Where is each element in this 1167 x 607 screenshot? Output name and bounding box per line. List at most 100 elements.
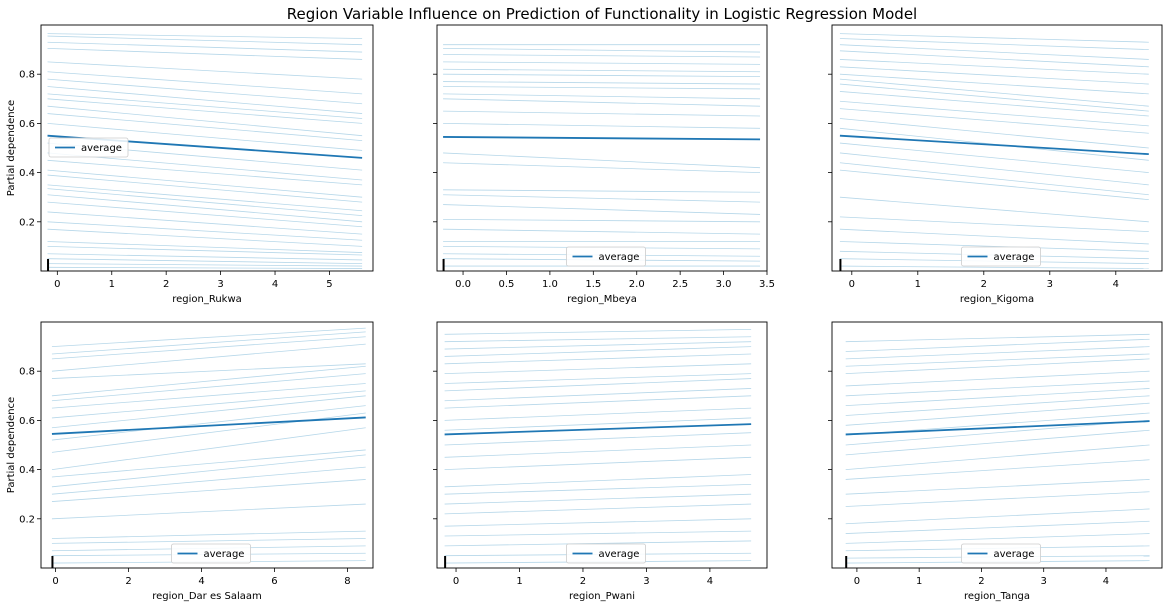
ice-line — [444, 417, 752, 431]
legend: average — [961, 543, 1041, 564]
ice-line — [443, 189, 761, 193]
ice-line — [47, 47, 363, 60]
y-tick-label: 0.2 — [19, 514, 35, 525]
figure-title: Region Variable Influence on Prediction … — [287, 5, 917, 23]
y-tick-label: 0.8 — [19, 367, 35, 378]
ice-line — [51, 373, 366, 402]
ice-line — [444, 432, 752, 446]
legend-label: average — [994, 252, 1035, 263]
ice-line — [47, 246, 363, 256]
ice-line — [845, 358, 1150, 375]
ice-line — [444, 378, 752, 392]
ice-line — [444, 474, 752, 488]
ice-line — [443, 194, 761, 203]
ice-line — [444, 328, 752, 335]
x-axis-label: region_Mbeya — [567, 294, 637, 305]
ice-line — [47, 169, 363, 198]
ice-line — [444, 483, 752, 495]
ice-line — [845, 429, 1150, 456]
x-tick-label: 2.5 — [672, 279, 688, 290]
x-tick-label: 2 — [580, 576, 586, 587]
ice-line — [444, 540, 752, 547]
ice-line — [51, 343, 366, 372]
legend-box — [566, 246, 646, 267]
x-tick-label: 6 — [271, 576, 277, 587]
ice-line — [47, 188, 363, 217]
legend-box — [48, 137, 129, 158]
x-tick-label: 2 — [981, 279, 987, 290]
ice-line — [51, 427, 366, 470]
axes-frame — [831, 321, 1163, 569]
x-tick-label: 5 — [326, 279, 332, 290]
x-tick-label: 4 — [1103, 576, 1109, 587]
x-tick-label: 2 — [978, 576, 984, 587]
ice-line — [443, 228, 761, 235]
ice-line — [839, 118, 1149, 149]
ice-line — [47, 184, 363, 212]
ice-line — [47, 105, 363, 137]
ice-line — [47, 253, 363, 261]
ice-line — [47, 93, 363, 119]
ice-line — [444, 407, 752, 421]
ice-line — [443, 218, 761, 223]
ice-lines — [47, 33, 363, 269]
ice-line — [47, 241, 363, 253]
x-axis-label: region_Kigoma — [960, 294, 1034, 305]
average-line — [444, 423, 752, 436]
ice-line — [47, 71, 363, 95]
ice-line — [47, 194, 363, 223]
x-tick-label: 8 — [344, 576, 350, 587]
average-line — [51, 416, 366, 435]
ice-line — [839, 38, 1149, 50]
ice-line — [444, 444, 752, 458]
ice-lines — [51, 327, 366, 564]
average-line — [839, 134, 1149, 156]
x-tick-label: 3 — [643, 576, 649, 587]
x-tick-label: 4 — [272, 279, 278, 290]
ice-line — [51, 390, 366, 419]
x-tick-label: 4 — [707, 576, 713, 587]
ice-line — [47, 78, 363, 105]
legend: average — [171, 543, 251, 564]
y-tick-label: 0.4 — [19, 168, 35, 179]
ice-line — [443, 54, 761, 58]
ice-line — [444, 456, 752, 470]
ice-line — [444, 530, 752, 537]
ice-line — [839, 241, 1149, 252]
ice-line — [51, 466, 366, 495]
ice-line — [443, 204, 761, 215]
panel-3: 0 1 2 3 4 region_Kigoma average — [828, 24, 1163, 305]
ice-line — [845, 444, 1150, 470]
ice-line — [845, 533, 1150, 544]
panel-2: 0.0 0.5 1.0 1.5 2.0 2.5 3.0 3.5 region_Mbeya aver… — [433, 24, 775, 305]
ice-line — [839, 59, 1149, 75]
x-tick-label: 2 — [163, 279, 169, 290]
legend-box — [566, 543, 646, 564]
x-tick-label: 0.5 — [499, 279, 515, 290]
ice-line — [845, 508, 1150, 525]
ice-line — [443, 152, 761, 169]
ice-line — [47, 113, 363, 142]
x-tick-label: 3 — [1047, 279, 1053, 290]
ice-line — [444, 373, 752, 384]
panel-1: 0 1 2 3 4 5 0.2 0.4 0.6 0.8 region_Rukwa Partial de… — [6, 24, 374, 305]
ice-line — [443, 123, 761, 129]
x-tick-label: 3.0 — [716, 279, 732, 290]
panel-6: 0 1 2 3 4 region_Tanga average — [828, 321, 1163, 602]
ice-line — [845, 333, 1150, 343]
ice-line — [444, 388, 752, 402]
ice-line — [443, 162, 761, 173]
ice-line — [845, 380, 1150, 397]
ice-line — [443, 68, 761, 73]
ice-line — [839, 169, 1149, 201]
ice-line — [444, 503, 752, 515]
ice-line — [845, 346, 1150, 360]
ice-line — [443, 93, 761, 100]
x-tick-label: 4 — [1113, 279, 1119, 290]
ice-line — [443, 73, 761, 78]
x-tick-label: 0 — [854, 576, 860, 587]
ice-lines — [444, 328, 752, 564]
x-axis-label: region_Tanga — [964, 591, 1030, 602]
ice-line — [47, 86, 363, 114]
